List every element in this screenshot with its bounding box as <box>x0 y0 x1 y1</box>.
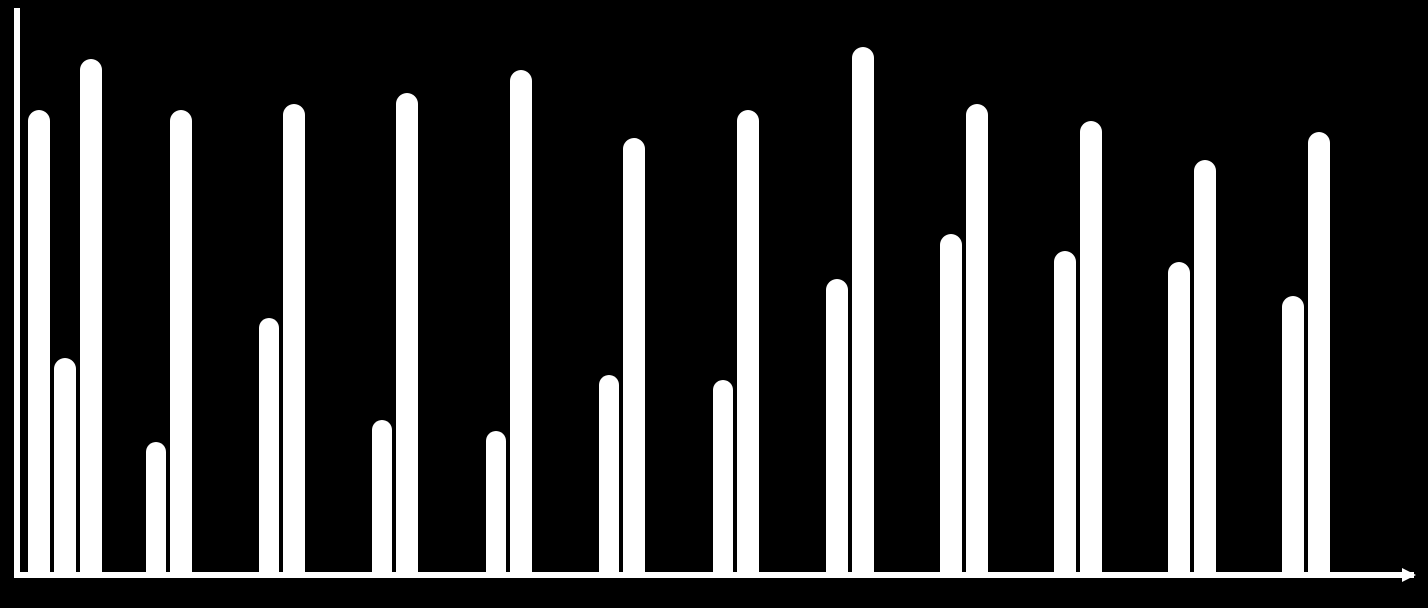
bar <box>80 59 102 572</box>
bar <box>1308 132 1330 572</box>
x-axis <box>14 572 1414 578</box>
bar <box>396 93 418 572</box>
bar <box>1080 121 1102 572</box>
bar <box>372 420 392 572</box>
bar-group <box>713 110 759 572</box>
bar <box>737 110 759 572</box>
bar-group <box>599 138 645 572</box>
bar <box>940 234 962 572</box>
bar <box>826 279 848 572</box>
bar-group <box>259 104 305 572</box>
bar <box>1194 160 1216 572</box>
bar-group <box>486 70 532 572</box>
bar-group <box>1168 160 1216 572</box>
plot-area <box>20 8 1414 572</box>
bar <box>623 138 645 572</box>
bar-chart <box>14 8 1414 598</box>
bar <box>852 47 874 572</box>
bar <box>259 318 279 572</box>
bar <box>713 380 733 572</box>
bar <box>283 104 305 572</box>
bar-group <box>1282 132 1330 572</box>
bar <box>510 70 532 572</box>
bar-group <box>28 59 102 572</box>
bar-group <box>940 104 988 572</box>
bar-group <box>1054 121 1102 572</box>
bar <box>170 110 192 572</box>
bar <box>28 110 50 572</box>
bar <box>486 431 506 572</box>
bar <box>966 104 988 572</box>
bar-group <box>372 93 418 572</box>
bar <box>146 442 166 572</box>
bar <box>54 358 76 572</box>
bar <box>1282 296 1304 572</box>
bar-group <box>146 110 192 572</box>
bar <box>599 375 619 572</box>
bar <box>1168 262 1190 572</box>
bar <box>1054 251 1076 572</box>
bar-group <box>826 47 874 572</box>
